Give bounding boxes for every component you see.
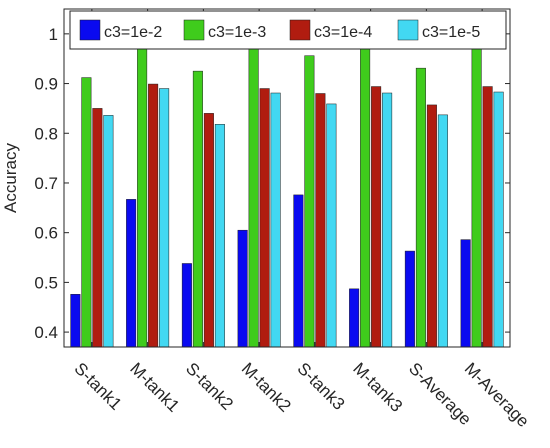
y-tick-label: 0.7 (34, 174, 58, 193)
bar-c3=1e-3-M-tank2 (248, 33, 259, 348)
y-tick-label: 0.8 (34, 124, 58, 143)
bar-c3=1e-2-S-tank3 (293, 194, 304, 348)
bar-c3=1e-4-M-tank3 (371, 86, 382, 348)
legend-swatch-c3=1e-4 (289, 19, 311, 41)
bar-c3=1e-4-S-tank1 (92, 108, 103, 348)
x-tick-label-S-tank1: S-tank1 (71, 359, 126, 414)
bar-c3=1e-3-S-tank2 (192, 70, 203, 348)
bar-c3=1e-2-M-tank1 (126, 199, 137, 348)
bar-c3=1e-5-S-tank1 (103, 115, 114, 348)
bar-c3=1e-5-S-tank2 (214, 124, 225, 348)
legend-swatch-c3=1e-2 (79, 19, 101, 41)
bar-c3=1e-2-S-Average (404, 250, 415, 348)
bar-c3=1e-4-S-tank3 (315, 93, 326, 348)
bar-c3=1e-2-S-tank2 (181, 263, 192, 348)
y-tick-label: 0.6 (34, 224, 58, 243)
bar-c3=1e-4-M-Average (482, 86, 493, 348)
legend-box (69, 10, 507, 50)
bar-c3=1e-5-M-tank1 (159, 88, 170, 348)
y-tick-label: 0.4 (34, 323, 58, 342)
legend-label-c3=1e-2: c3=1e-2 (104, 24, 162, 41)
bar-c3=1e-5-S-Average (437, 114, 448, 348)
x-tick-label-M-Average: M-Average (461, 359, 533, 431)
bar-c3=1e-5-M-tank2 (270, 92, 281, 348)
legend-label-c3=1e-5: c3=1e-5 (422, 24, 480, 41)
bar-c3=1e-3-M-tank3 (360, 44, 371, 348)
x-tick-label-M-tank1: M-tank1 (126, 359, 183, 416)
legend-swatch-c3=1e-3 (183, 19, 205, 41)
y-tick-label: 1 (49, 25, 58, 44)
bar-c3=1e-4-S-tank2 (203, 113, 214, 348)
y-tick-label: 0.5 (34, 273, 58, 292)
bar-c3=1e-3-S-Average (415, 67, 426, 348)
legend-label-c3=1e-4: c3=1e-4 (314, 24, 372, 41)
bar-c3=1e-2-S-tank1 (70, 294, 81, 348)
bar-c3=1e-2-M-tank2 (237, 229, 248, 348)
axes-frame (63, 8, 511, 348)
bar-c3=1e-3-M-tank1 (137, 35, 148, 348)
bar-c3=1e-4-S-Average (426, 104, 437, 348)
bar-c3=1e-5-M-Average (493, 91, 504, 348)
bar-c3=1e-5-S-tank3 (326, 103, 337, 348)
bar-c3=1e-5-M-tank3 (382, 92, 393, 348)
bar-c3=1e-2-M-Average (460, 239, 471, 348)
bar-c3=1e-3-S-tank3 (304, 55, 315, 348)
bar-c3=1e-3-M-Average (471, 38, 482, 348)
bar-c3=1e-4-M-tank1 (148, 83, 159, 348)
x-tick-label-S-tank2: S-tank2 (182, 359, 237, 414)
bar-c3=1e-2-M-tank3 (349, 288, 360, 348)
legend-swatch-c3=1e-5 (397, 19, 419, 41)
legend-label-c3=1e-3: c3=1e-3 (208, 24, 266, 41)
bar-c3=1e-4-M-tank2 (259, 88, 270, 348)
x-tick-label-S-tank3: S-tank3 (294, 359, 349, 414)
bar-c3=1e-3-S-tank1 (81, 77, 92, 348)
y-axis-label: Accuracy (1, 143, 20, 213)
y-tick-label: 0.9 (34, 75, 58, 94)
x-tick-label-M-tank2: M-tank2 (238, 359, 295, 416)
x-tick-label-M-tank3: M-tank3 (349, 359, 406, 416)
